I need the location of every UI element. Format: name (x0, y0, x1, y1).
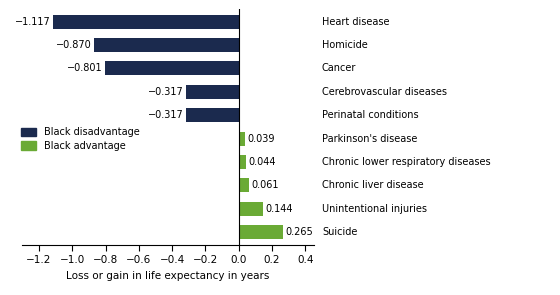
Bar (239, 178, 249, 192)
Text: Cerebrovascular diseases: Cerebrovascular diseases (322, 87, 447, 97)
Text: −1.117: −1.117 (15, 17, 50, 27)
Bar (94, 38, 239, 52)
Text: Cancer: Cancer (322, 63, 356, 73)
Bar (239, 132, 245, 145)
Text: 0.039: 0.039 (248, 134, 275, 144)
Text: Parkinson's disease: Parkinson's disease (322, 134, 417, 144)
Text: Heart disease: Heart disease (322, 17, 389, 27)
Text: 0.144: 0.144 (265, 204, 293, 214)
X-axis label: Loss or gain in life expectancy in years: Loss or gain in life expectancy in years (66, 271, 270, 281)
Bar (53, 15, 239, 29)
Text: Chronic lower respiratory diseases: Chronic lower respiratory diseases (322, 157, 491, 167)
Bar (239, 201, 263, 216)
Text: 0.265: 0.265 (285, 227, 313, 237)
Bar (186, 85, 239, 99)
Text: −0.317: −0.317 (148, 87, 184, 97)
Text: Suicide: Suicide (322, 227, 357, 237)
Text: Unintentional injuries: Unintentional injuries (322, 204, 427, 214)
Text: 0.044: 0.044 (249, 157, 276, 167)
Bar (105, 61, 239, 76)
Text: 0.061: 0.061 (251, 180, 279, 190)
Text: −0.317: −0.317 (148, 110, 184, 120)
Bar (186, 108, 239, 122)
Bar (239, 225, 283, 239)
Legend: Black disadvantage, Black advantage: Black disadvantage, Black advantage (21, 127, 139, 151)
Bar (239, 155, 246, 169)
Text: Homicide: Homicide (322, 40, 368, 50)
Text: −0.801: −0.801 (67, 63, 103, 73)
Text: Chronic liver disease: Chronic liver disease (322, 180, 423, 190)
Text: Perinatal conditions: Perinatal conditions (322, 110, 418, 120)
Text: −0.870: −0.870 (55, 40, 91, 50)
